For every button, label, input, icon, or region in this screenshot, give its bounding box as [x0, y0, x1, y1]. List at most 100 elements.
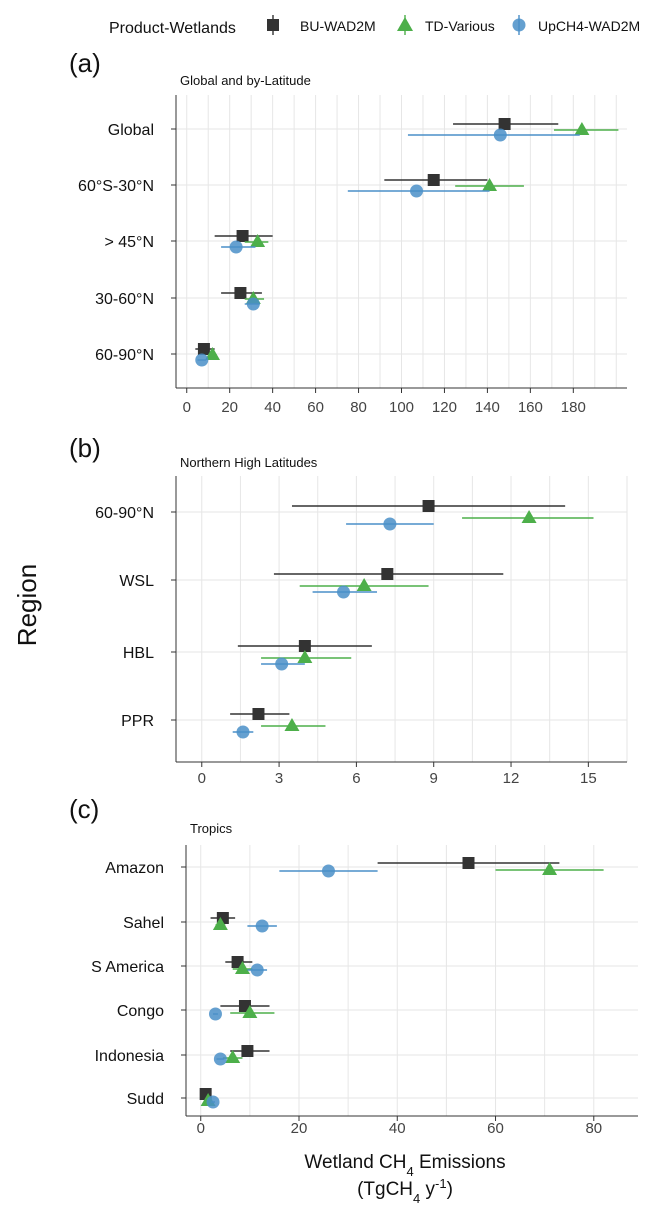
point-circle	[195, 353, 209, 367]
category-label-sahel: Sahel	[123, 915, 164, 932]
category-label-60-90-n: 60-90°N	[95, 347, 154, 364]
category-label-60-s-30-n: 60°S-30°N	[78, 178, 154, 195]
point-circle	[493, 128, 507, 142]
point-circle	[255, 919, 269, 933]
x-tick-label: 0	[198, 770, 206, 787]
series-td-various	[200, 862, 604, 1106]
x-tick-label: 0	[197, 1120, 205, 1137]
category-label-30-60-n: 30-60°N	[95, 291, 154, 308]
category-label-45-n: > 45°N	[104, 234, 154, 251]
x-axis-label-line2: (TgCH4 y-1)	[357, 1176, 453, 1206]
point-circle	[246, 297, 260, 311]
point-triangle	[542, 862, 558, 875]
series-upch4-wad2m	[232, 517, 434, 739]
point-square	[197, 343, 210, 355]
point-circle	[321, 864, 335, 878]
point-square	[236, 230, 249, 242]
category-label-60-90-n: 60-90°N	[95, 505, 154, 522]
x-tick-label: 40	[389, 1120, 406, 1137]
series-bu-wad2m	[195, 118, 559, 355]
legend-label-bu-wad2m: BU-WAD2M	[300, 18, 376, 34]
category-label-indonesia: Indonesia	[95, 1048, 164, 1065]
point-square	[252, 708, 265, 720]
point-circle	[236, 725, 250, 739]
category-label-ppr: PPR	[121, 713, 154, 730]
point-square	[241, 1045, 254, 1057]
point-triangle	[284, 718, 300, 731]
x-tick-label: 80	[585, 1120, 602, 1137]
point-circle	[229, 240, 243, 254]
point-square	[422, 500, 435, 512]
x-tick-label: 160	[518, 399, 543, 416]
point-triangle	[297, 650, 313, 663]
point-square	[427, 174, 440, 186]
x-tick-label: 40	[264, 399, 281, 416]
legend-key-bu-wad2m	[267, 15, 279, 35]
x-tick-label: 120	[432, 399, 457, 416]
point-circle	[250, 963, 264, 977]
legend-key-td-various	[397, 15, 413, 35]
series-upch4-wad2m	[195, 128, 580, 367]
category-label-amazon: Amazon	[105, 860, 164, 877]
point-circle	[337, 585, 351, 599]
category-label-s-america: S America	[91, 959, 164, 976]
legend-key-upch4-wad2m	[512, 15, 526, 35]
point-triangle	[205, 347, 221, 360]
y-axis-label: Region	[12, 564, 42, 646]
series-bu-wad2m	[230, 500, 566, 720]
x-tick-label: 20	[221, 399, 238, 416]
legend-label-upch4-wad2m: UpCH4-WAD2M	[538, 18, 640, 34]
legend-label-td-various: TD-Various	[425, 18, 495, 34]
series-bu-wad2m	[199, 857, 560, 1100]
point-circle	[275, 657, 289, 671]
series-td-various	[205, 122, 619, 360]
point-square	[381, 568, 394, 580]
point-triangle	[521, 510, 537, 523]
panel-title: Global and by-Latitude	[180, 73, 311, 88]
point-square	[462, 857, 475, 869]
panel-title: Tropics	[190, 821, 233, 836]
category-label-global: Global	[108, 122, 154, 139]
point-triangle	[212, 917, 228, 930]
point-square	[234, 287, 247, 299]
series-td-various	[261, 510, 594, 731]
panel-title: Northern High Latitudes	[180, 455, 318, 470]
x-tick-label: 140	[475, 399, 500, 416]
x-tick-label: 9	[430, 770, 438, 787]
legend: Product-Wetlands BU-WAD2M TD-Various UpC…	[109, 15, 640, 37]
point-circle	[213, 1052, 227, 1066]
point-triangle	[235, 961, 250, 974]
panel-tag: (c)	[69, 794, 99, 824]
x-tick-label: 6	[352, 770, 360, 787]
panel-tag: (a)	[69, 48, 101, 78]
x-tick-label: 0	[183, 399, 191, 416]
x-tick-label: 3	[275, 770, 283, 787]
x-tick-label: 20	[291, 1120, 308, 1137]
x-tick-label: 12	[503, 770, 520, 787]
point-circle	[410, 184, 424, 198]
point-triangle	[250, 234, 266, 247]
category-label-sudd: Sudd	[127, 1091, 164, 1108]
point-square	[298, 640, 311, 652]
panel-c: (c) Tropics 0 20 40 60 80 Amazon Sahel S America C…	[69, 794, 638, 1137]
panel-tag: (b)	[69, 433, 101, 463]
panel-b: (b) Northern High Latitudes 0 3 6 9 12 15 60-90°…	[69, 433, 628, 787]
x-tick-label: 180	[561, 399, 586, 416]
series-upch4-wad2m	[206, 864, 378, 1109]
x-tick-label: 80	[350, 399, 367, 416]
category-label-congo: Congo	[117, 1003, 164, 1020]
category-label-hbl: HBL	[123, 645, 154, 662]
panel-a: (a) Global and by-Latitude 0 20 40 60 80 100 120…	[69, 48, 627, 416]
x-axis-label-line1: Wetland CH4 Emissions	[304, 1152, 505, 1179]
point-circle	[208, 1007, 222, 1021]
point-triangle	[225, 1050, 241, 1063]
category-label-wsl: WSL	[119, 573, 154, 590]
x-tick-label: 60	[487, 1120, 504, 1137]
point-triangle	[482, 178, 498, 191]
point-circle	[206, 1095, 220, 1109]
point-triangle	[574, 122, 590, 135]
x-tick-label: 100	[389, 399, 414, 416]
x-tick-label: 15	[580, 770, 597, 787]
point-square	[498, 118, 511, 130]
